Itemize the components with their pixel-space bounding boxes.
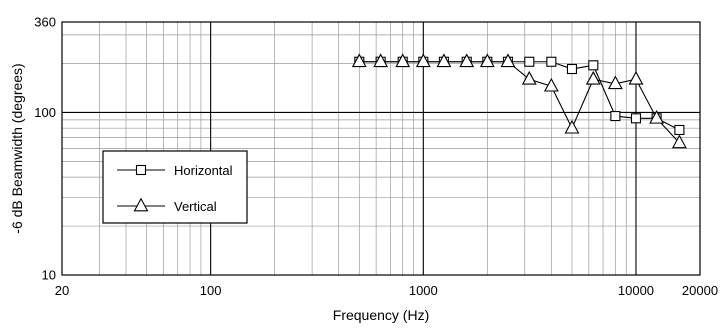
data-point-vertical [649,109,665,124]
data-point-vertical [607,75,623,90]
data-point-vertical [415,53,431,68]
data-point-vertical [543,77,559,92]
y-tick-label: 100 [34,105,56,120]
series-vertical [351,53,687,149]
y-tick-label: 10 [42,268,56,283]
legend-marker-horizontal [135,164,147,176]
data-point-vertical [671,134,687,149]
data-point-horizontal [588,60,599,71]
x-tick-label: 20000 [682,283,718,298]
major-grid [62,22,700,275]
tick-labels: 20 100 1000 10000 20000 10 100 360 [34,15,718,299]
legend-label-horizontal: Horizontal [174,163,233,178]
x-axis-label: Frequency (Hz) [333,307,429,323]
x-tick-label: 10000 [618,283,654,298]
data-point-vertical [628,70,644,85]
legend-label-vertical: Vertical [174,199,217,214]
legend-marker-vertical [133,197,149,212]
data-point-vertical [521,70,537,85]
data-point-horizontal [546,56,557,67]
y-tick-label: 360 [34,15,56,30]
data-point-vertical [436,53,452,68]
data-point-vertical [373,53,389,68]
legend: Horizontal Vertical [102,150,248,224]
data-point-vertical [351,53,367,68]
data-point-vertical [564,119,580,134]
plot-frame [61,21,701,276]
data-point-horizontal [630,113,642,124]
data-point-vertical [459,53,475,68]
series-horizontal [354,56,685,136]
x-tick-label: 1000 [409,283,438,298]
data-point-horizontal [566,63,578,75]
y-axis-label: -6 dB Beamwidth (degrees) [9,63,25,233]
data-point-vertical [395,53,411,68]
series-line-vertical [359,61,680,144]
data-point-vertical [500,53,516,68]
x-tick-label: 20 [55,283,69,298]
series-layer [351,53,687,149]
legend-box [102,150,248,224]
data-point-horizontal [610,111,621,122]
data-point-horizontal [524,56,535,67]
data-point-vertical [585,70,601,85]
x-tick-label: 100 [200,283,222,298]
data-point-vertical [479,53,495,68]
data-point-horizontal [674,124,685,136]
